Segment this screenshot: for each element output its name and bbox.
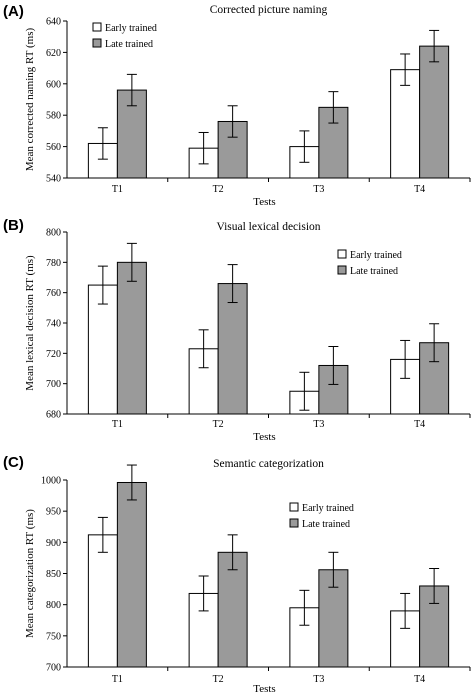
- bar-late-trained: [116, 261, 147, 415]
- y-tick-label: 580: [46, 111, 61, 122]
- bar-late-trained: [419, 45, 450, 179]
- y-axis-label: Mean lexical decision RT (ms): [24, 255, 36, 391]
- x-axis-label: Tests: [253, 196, 275, 208]
- x-tick-label: T3: [313, 184, 324, 195]
- chart-title: Visual lexical decision: [216, 221, 320, 233]
- y-tick-label: 600: [46, 79, 61, 90]
- y-tick-label: 850: [46, 569, 61, 580]
- bar-late-trained: [116, 481, 147, 668]
- legend-label: Early trained: [302, 503, 354, 514]
- legend-swatch: [337, 265, 347, 275]
- y-tick-label: 750: [46, 631, 61, 642]
- panel-label: (B): [3, 217, 24, 234]
- y-tick-label: 640: [46, 17, 61, 28]
- y-tick-label: 700: [46, 379, 61, 390]
- x-tick-label: T2: [213, 184, 224, 195]
- x-tick-label: T2: [213, 419, 224, 430]
- legend-label: Early trained: [350, 250, 402, 261]
- chart-title: Corrected picture naming: [210, 4, 328, 16]
- legend-label: Early trained: [105, 23, 157, 34]
- x-axis-label: Tests: [253, 683, 275, 695]
- panel-label: (A): [3, 3, 24, 20]
- y-tick-label: 800: [46, 600, 61, 611]
- chart-title: Semantic categorization: [213, 458, 324, 470]
- panel-label: (C): [3, 454, 24, 471]
- bar-early-trained: [87, 534, 118, 668]
- y-tick-label: 720: [46, 349, 61, 360]
- legend-swatch: [289, 502, 299, 512]
- bar-early-trained: [390, 69, 421, 179]
- legend-swatch: [289, 518, 299, 528]
- x-tick-label: T4: [414, 419, 425, 430]
- y-tick-label: 620: [46, 48, 61, 59]
- legend-swatch: [92, 22, 102, 32]
- x-tick-label: T3: [313, 419, 324, 430]
- y-tick-label: 800: [46, 228, 61, 239]
- x-tick-label: T1: [112, 674, 123, 685]
- x-tick-label: T3: [313, 674, 324, 685]
- y-tick-label: 760: [46, 288, 61, 299]
- legend-swatch: [337, 249, 347, 259]
- chart-panel-3: (C) Semantic categorization 700 750 800 850 90…: [3, 454, 471, 695]
- x-tick-label: T4: [414, 184, 425, 195]
- y-axis-label: Mean categorization RT (ms): [24, 509, 36, 638]
- y-tick-label: 1000: [41, 476, 61, 487]
- y-axis-label: Mean corrected naming RT (ms): [24, 28, 36, 172]
- y-tick-label: 560: [46, 142, 61, 153]
- y-tick-label: 900: [46, 538, 61, 549]
- y-tick-label: 780: [46, 258, 61, 269]
- legend-swatch: [92, 38, 102, 48]
- y-tick-label: 700: [46, 663, 61, 674]
- y-tick-label: 950: [46, 507, 61, 518]
- chart-panel-2: (B) Visual lexical decision 680 700 720 740 76…: [3, 217, 471, 443]
- x-tick-label: T2: [213, 674, 224, 685]
- chart-panel-1: (A) Corrected picture naming 540 560 580 600 6…: [3, 3, 471, 208]
- y-tick-label: 540: [46, 174, 61, 185]
- x-tick-label: T1: [112, 184, 123, 195]
- x-axis-label: Tests: [253, 431, 275, 443]
- legend-label: Late trained: [350, 266, 398, 277]
- x-tick-label: T4: [414, 674, 425, 685]
- bar-early-trained: [87, 284, 118, 415]
- legend-label: Late trained: [105, 39, 153, 50]
- y-tick-label: 680: [46, 410, 61, 421]
- x-tick-label: T1: [112, 419, 123, 430]
- legend-label: Late trained: [302, 519, 350, 530]
- y-tick-label: 740: [46, 319, 61, 330]
- bar-late-trained: [217, 551, 248, 668]
- bar-late-trained: [217, 283, 248, 415]
